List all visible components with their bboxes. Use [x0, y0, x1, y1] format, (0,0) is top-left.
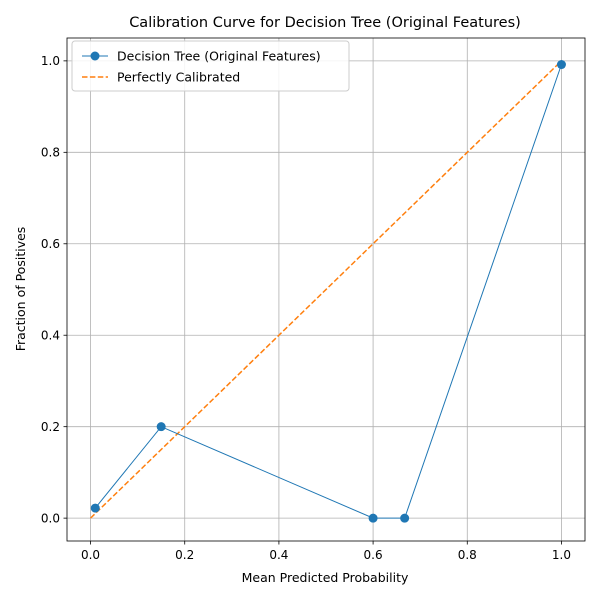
x-tick-label: 1.0	[552, 548, 571, 562]
grid-lines	[67, 38, 585, 541]
series-layer	[90, 60, 566, 523]
plot-area-frame	[66, 37, 586, 542]
y-tick-label: 1.0	[41, 54, 60, 68]
decision-tree-point	[368, 513, 378, 523]
decision-tree-point	[90, 503, 100, 513]
legend-label-decision-tree: Decision Tree (Original Features)	[117, 49, 321, 64]
y-tick-label: 0.2	[41, 420, 60, 434]
decision-tree-point	[156, 422, 166, 432]
legend: Decision Tree (Original Features) Perfec…	[71, 40, 350, 92]
x-tick-label: 0.6	[364, 548, 383, 562]
y-tick-label: 0.8	[41, 146, 60, 160]
chart-title: Calibration Curve for Decision Tree (Ori…	[129, 15, 521, 31]
x-axis-label: Mean Predicted Probability	[242, 570, 409, 585]
axis-ticks: 0.0 0.2 0.4 0.6 0.8 1.0 0.0 0.2 0.4 0.6 0.8 1.0	[41, 54, 571, 562]
decision-tree-point	[556, 60, 566, 70]
y-tick-label: 0.0	[41, 511, 60, 525]
y-axis-label: Fraction of Positives	[13, 227, 28, 352]
decision-tree-point	[400, 513, 410, 523]
x-tick-label: 0.4	[269, 548, 288, 562]
perfectly-calibrated-line	[90, 60, 562, 519]
x-tick-label: 0.2	[175, 548, 194, 562]
y-tick-label: 0.4	[41, 329, 60, 343]
legend-marker-decision-tree	[90, 51, 100, 61]
legend-box	[71, 40, 350, 92]
legend-label-perfectly-calibrated: Perfectly Calibrated	[117, 70, 240, 85]
x-tick-label: 0.8	[458, 548, 477, 562]
x-tick-label: 0.0	[81, 548, 100, 562]
y-tick-label: 0.6	[41, 237, 60, 251]
